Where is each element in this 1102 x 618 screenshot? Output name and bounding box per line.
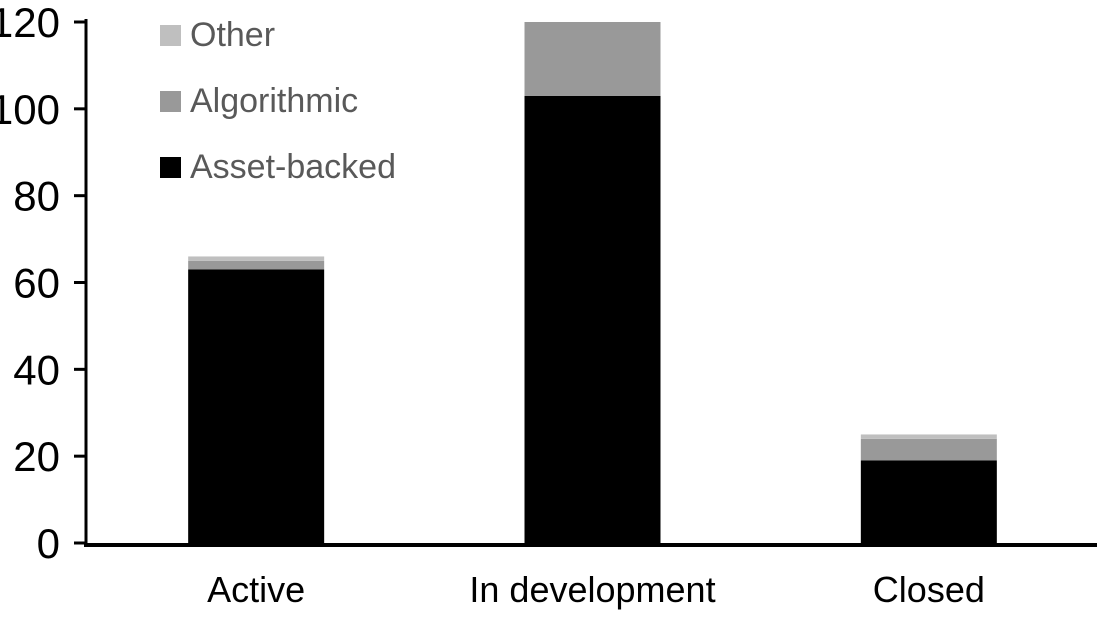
bar-segment-closed-asset-backed (860, 460, 997, 543)
y-tick-label-40: 40 (13, 346, 60, 393)
bar-segment-closed-other (860, 434, 997, 439)
legend-item-asset-backed: Asset-backed (160, 147, 396, 187)
bar-segment-in-development-algorithmic (524, 22, 661, 96)
category-label-in-development: In development (469, 569, 715, 610)
legend-swatch-algorithmic-icon (160, 90, 181, 112)
legend-label-algorithmic: Algorithmic (190, 82, 359, 120)
legend: Other Algorithmic Asset-backed (160, 15, 396, 187)
legend-swatch-asset-backed-icon (160, 156, 181, 178)
y-tick-label-60: 60 (13, 260, 60, 307)
bar-segment-active-algorithmic (188, 260, 325, 270)
bar-segment-in-development-asset-backed (524, 95, 661, 543)
y-tick-label-20: 20 (13, 433, 60, 480)
legend-swatch-other-icon (160, 24, 181, 46)
legend-item-other: Other (160, 15, 396, 55)
y-tick-label-80: 80 (13, 173, 60, 220)
legend-label-asset-backed: Asset-backed (190, 148, 396, 186)
y-tick-label-100: 100 (0, 86, 60, 133)
bar-segment-closed-algorithmic (860, 438, 997, 461)
bar-segment-active-other (188, 256, 325, 261)
legend-item-algorithmic: Algorithmic (160, 81, 396, 121)
bar-segment-active-asset-backed (188, 269, 325, 543)
y-tick-label-120: 120 (0, 0, 60, 46)
category-label-active: Active (207, 569, 305, 610)
y-tick-label-0: 0 (37, 520, 60, 567)
category-label-closed: Closed (873, 569, 985, 610)
legend-label-other: Other (190, 16, 276, 54)
